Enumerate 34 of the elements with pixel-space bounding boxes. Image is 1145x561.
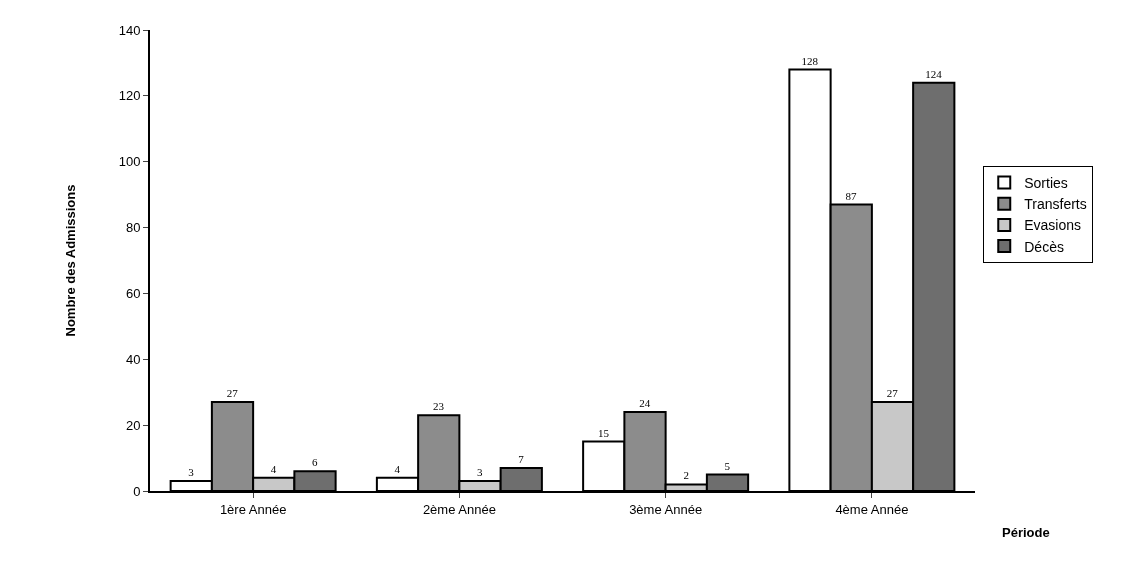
data-label: 3 (188, 466, 195, 479)
y-tick-label: 20 (125, 417, 141, 433)
data-label: 87 (845, 189, 858, 202)
legend-label: Décès (1024, 238, 1064, 255)
data-label: 5 (724, 459, 731, 472)
x-tick-label: 4ème Année (835, 501, 909, 517)
data-label: 124 (925, 67, 943, 80)
data-label: 4 (394, 462, 401, 475)
data-label: 6 (312, 456, 319, 469)
x-tick-label: 2ème Année (422, 501, 496, 517)
x-axis-title: Période (1002, 525, 1050, 540)
y-tick-label: 80 (125, 220, 141, 236)
x-tick-label: 1ère Année (219, 501, 287, 517)
y-tick-label: 40 (125, 351, 141, 367)
data-label: 4 (270, 462, 277, 475)
legend-label: Sorties (1024, 174, 1068, 191)
x-tick-label: 3ème Année (629, 501, 703, 517)
y-tick-label: 0 (133, 483, 141, 499)
y-tick-label: 100 (118, 154, 141, 170)
data-label: 27 (886, 387, 899, 400)
data-label: 23 (433, 400, 445, 413)
data-label: 2 (683, 469, 690, 482)
y-tick-label: 60 (125, 285, 141, 301)
data-label: 27 (226, 387, 239, 400)
legend-label: Transferts (1024, 196, 1087, 213)
data-label: 7 (518, 452, 525, 465)
data-label: 15 (598, 426, 610, 439)
data-label: 24 (639, 396, 651, 409)
legend-label: Evasions (1024, 217, 1082, 234)
y-tick-label: 140 (118, 22, 141, 38)
y-tick-label: 120 (118, 88, 141, 104)
y-axis-title: Nombre des Admissions (63, 184, 79, 337)
data-label: 128 (801, 54, 819, 67)
data-label: 3 (477, 466, 484, 479)
